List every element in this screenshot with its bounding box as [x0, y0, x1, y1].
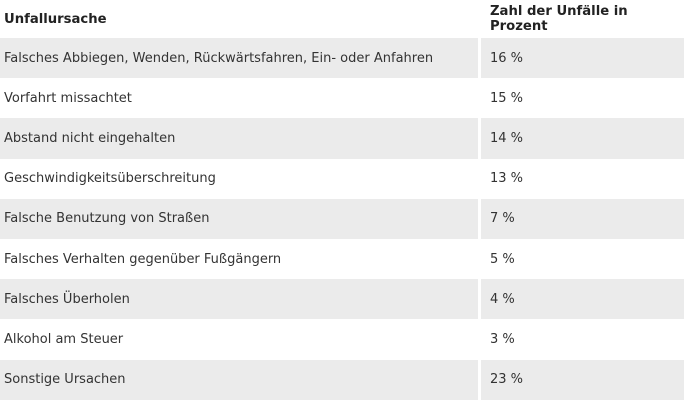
table-row: Falsches Überholen 4 %	[0, 279, 684, 320]
cause-cell: Alkohol am Steuer	[0, 319, 478, 360]
cause-cell: Abstand nicht eingehalten	[0, 118, 478, 159]
percent-cell: 13 %	[481, 158, 684, 199]
percent-cell: 16 %	[481, 38, 684, 79]
cause-cell: Geschwindigkeitsüberschreitung	[0, 158, 478, 199]
percent-cell: 7 %	[481, 198, 684, 239]
percent-cell: 15 %	[481, 78, 684, 119]
table-row: Falsches Abbiegen, Wenden, Rückwärtsfahr…	[0, 38, 684, 79]
column-header-cause: Unfallursache	[4, 11, 107, 27]
cause-cell: Vorfahrt missachtet	[0, 78, 478, 119]
cause-cell: Falsche Benutzung von Straßen	[0, 198, 478, 239]
cause-cell: Falsches Verhalten gegenüber Fußgängern	[0, 238, 478, 280]
percent-cell: 14 %	[481, 118, 684, 159]
table-row: Alkohol am Steuer 3 %	[0, 319, 684, 360]
cause-cell: Sonstige Ursachen	[0, 359, 478, 400]
table-row: Falsche Benutzung von Straßen 7 %	[0, 198, 684, 239]
cause-cell: Falsches Abbiegen, Wenden, Rückwärtsfahr…	[0, 38, 478, 79]
percent-cell: 5 %	[481, 238, 684, 280]
percent-cell: 23 %	[481, 359, 684, 400]
table-row: Vorfahrt missachtet 15 %	[0, 78, 684, 119]
cause-cell: Falsches Überholen	[0, 279, 478, 320]
percent-cell: 3 %	[481, 319, 684, 360]
percent-cell: 4 %	[481, 279, 684, 320]
table-row: Sonstige Ursachen 23 %	[0, 359, 684, 400]
column-header-percent: Zahl der Unfälle in Prozent	[490, 4, 628, 34]
table-header-row: Unfallursache Zahl der Unfälle in Prozen…	[0, 0, 684, 38]
table-row: Abstand nicht eingehalten 14 %	[0, 118, 684, 159]
table-row: Geschwindigkeitsüberschreitung 13 %	[0, 158, 684, 199]
table-row: Falsches Verhalten gegenüber Fußgängern …	[0, 238, 684, 280]
